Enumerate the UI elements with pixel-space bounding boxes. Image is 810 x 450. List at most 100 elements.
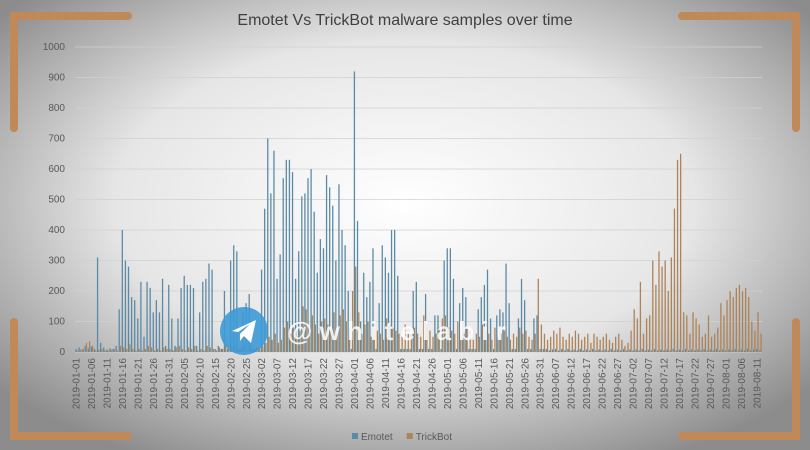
bar — [336, 333, 338, 352]
bar — [195, 345, 198, 352]
bar — [124, 260, 127, 352]
bar — [161, 278, 164, 352]
bar — [294, 278, 297, 352]
x-tick-label: 2019-08-06 — [737, 358, 748, 410]
bar — [392, 327, 394, 352]
x-tick-label: 2019-08-01 — [721, 358, 732, 410]
bar — [684, 348, 687, 352]
bar — [342, 309, 344, 352]
bar — [629, 349, 631, 352]
bar — [229, 260, 232, 352]
bar — [276, 278, 278, 352]
bar — [457, 321, 459, 352]
bar — [314, 324, 317, 352]
bar — [485, 330, 487, 352]
bar — [373, 327, 375, 352]
bar — [291, 172, 294, 352]
bar — [412, 291, 414, 352]
bar — [79, 349, 81, 352]
bar — [613, 350, 616, 352]
bar — [710, 336, 713, 352]
bar — [140, 281, 142, 352]
bar — [138, 348, 140, 352]
bar — [605, 333, 608, 352]
bar — [180, 287, 182, 352]
bar — [260, 269, 263, 352]
bar — [194, 345, 196, 352]
bar — [191, 348, 193, 352]
bar — [345, 321, 348, 352]
bar — [493, 348, 495, 352]
bar — [444, 315, 447, 352]
bar — [339, 315, 341, 352]
bar — [348, 327, 351, 352]
bar — [432, 336, 434, 352]
bar — [409, 348, 411, 352]
bar — [338, 184, 340, 352]
bar — [93, 348, 96, 352]
bar — [601, 350, 603, 352]
bar — [107, 350, 109, 352]
bar — [616, 349, 619, 352]
bar — [215, 350, 218, 352]
bar — [488, 333, 490, 352]
bar — [327, 324, 329, 352]
bar — [400, 348, 402, 352]
bar — [169, 348, 171, 352]
bar — [527, 348, 529, 352]
bar — [673, 208, 676, 352]
bar — [460, 336, 462, 352]
bar — [694, 350, 696, 352]
bar — [630, 330, 632, 352]
bar — [505, 263, 507, 352]
bar — [627, 342, 629, 352]
bar — [378, 303, 380, 352]
bar — [670, 257, 672, 352]
bar — [420, 336, 422, 352]
bar — [522, 333, 524, 352]
bar — [666, 349, 668, 352]
bar — [288, 159, 291, 352]
bar — [584, 336, 586, 352]
bar — [743, 350, 745, 352]
bar — [233, 245, 235, 352]
bar — [434, 315, 436, 352]
y-tick-label: 500 — [48, 195, 65, 206]
bar — [217, 345, 219, 352]
watermark: @ w h i t e l a b i r — [220, 307, 506, 355]
bar — [760, 333, 762, 352]
bar — [361, 333, 363, 352]
bar — [155, 300, 158, 352]
bar — [285, 159, 287, 352]
x-tick-label: 2019-03-22 — [319, 358, 330, 410]
bar — [515, 336, 518, 352]
bar — [481, 324, 484, 352]
bar — [697, 349, 699, 352]
bar — [313, 211, 315, 352]
x-tick-label: 2019-04-16 — [396, 358, 407, 410]
x-tick-label: 2019-07-07 — [644, 358, 655, 410]
bar — [663, 350, 665, 352]
bar — [153, 350, 156, 352]
bar — [333, 312, 335, 352]
bar — [756, 348, 758, 352]
bar — [280, 339, 283, 352]
bar — [497, 336, 499, 352]
bar — [389, 324, 391, 352]
x-tick-label: 2019-06-12 — [567, 358, 578, 410]
bar — [491, 339, 493, 352]
y-tick-label: 200 — [48, 286, 65, 297]
bar — [559, 327, 561, 352]
x-tick-label: 2019-08-11 — [752, 358, 763, 409]
bar — [310, 169, 312, 352]
x-tick-label: 2019-02-25 — [242, 358, 253, 410]
bar — [316, 272, 318, 352]
bar — [407, 333, 409, 352]
bar — [119, 345, 122, 352]
bar — [537, 278, 539, 352]
bar — [208, 263, 210, 352]
bar — [703, 348, 705, 352]
bar — [633, 309, 635, 352]
bar — [517, 318, 520, 352]
x-tick-label: 2019-01-11 — [102, 358, 113, 409]
